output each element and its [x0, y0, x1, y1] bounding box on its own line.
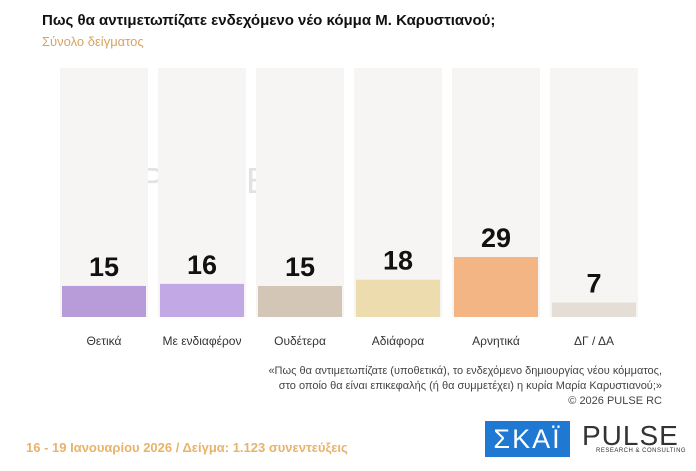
bar-chart: 15 Θετικά 16 Με ενδιαφέρον 15 Ουδέτερα 18 Αδιάφ…	[60, 68, 638, 348]
pulse-logo: PULSE RESEARCH & CONSULTING	[582, 420, 687, 454]
chart-title: Πως θα αντιμετωπίζατε ενδεχόμενο νέο κόμ…	[42, 12, 496, 29]
bar	[356, 279, 440, 317]
skai-logo: ΣΚΑΪ	[485, 421, 570, 457]
data-label: 7	[586, 269, 601, 299]
bar	[160, 283, 244, 317]
bar-background	[60, 68, 148, 317]
note-line-2: στο οποίο θα είναι επικεφαλής (ή θα συμμ…	[278, 380, 662, 392]
bar-background	[256, 68, 344, 317]
bar	[552, 302, 636, 317]
data-label: 29	[481, 223, 511, 253]
question-note: «Πως θα αντιμετωπίζατε (υποθετικά), το ε…	[268, 364, 662, 409]
bar	[62, 285, 146, 317]
category-label: Αδιάφορα	[372, 334, 425, 348]
chart-subtitle: Σύνολο δείγματος	[42, 34, 144, 49]
category-label: Θετικά	[87, 334, 122, 348]
copyright: © 2026 PULSE RC	[568, 395, 662, 407]
bar	[454, 256, 538, 317]
bar-background	[354, 68, 442, 317]
note-line-1: «Πως θα αντιμετωπίζατε (υποθετικά), το ε…	[268, 365, 662, 377]
data-label: 18	[383, 246, 413, 276]
data-label: 16	[187, 250, 217, 280]
data-label: 15	[285, 252, 315, 282]
bar-background	[550, 68, 638, 317]
category-label: Αρνητικά	[472, 334, 520, 348]
category-label: ΔΓ / ΔΑ	[574, 334, 614, 348]
data-label: 15	[89, 252, 119, 282]
category-label: Με ενδιαφέρον	[163, 334, 242, 348]
footer-sample-info: 16 - 19 Ιανουαρίου 2026 / Δείγμα: 1.123 …	[26, 440, 348, 455]
bar	[258, 285, 342, 317]
bar-background	[158, 68, 246, 317]
category-label: Ουδέτερα	[274, 334, 326, 348]
